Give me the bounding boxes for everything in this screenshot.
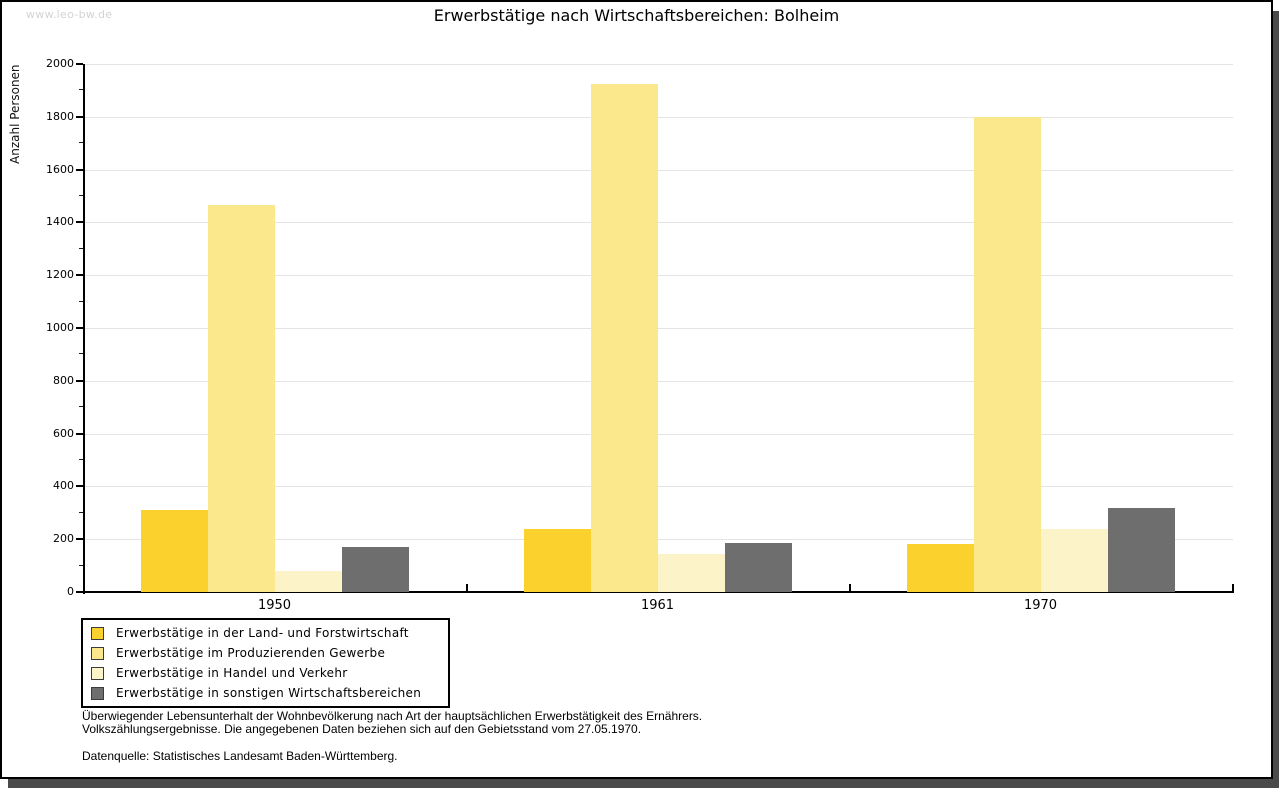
plot-area: Anzahl Personen 0 200 400 600 800 1000 1200 140… <box>2 2 1271 777</box>
legend: Erwerbstätige in der Land- und Forstwirt… <box>81 618 450 708</box>
y-axis-tick-1200 <box>76 274 83 277</box>
legend-label: Erwerbstätige in sonstigen Wirtschaftsbe… <box>116 686 422 700</box>
y-axis-tick-0 <box>76 591 83 593</box>
y-axis-tick-400 <box>76 485 83 488</box>
y-axis-minor-tick <box>79 89 83 91</box>
gridline-1600 <box>85 169 1233 171</box>
y-axis-tick-2000 <box>76 63 83 65</box>
legend-swatch-sonstige-wirtschaftsbereiche <box>91 686 104 700</box>
gridline-1400 <box>85 222 1233 224</box>
x-axis-label-1961: 1961 <box>640 598 675 613</box>
gridline-400 <box>85 486 1233 488</box>
x-axis-tick <box>466 584 468 593</box>
y-axis-tick-label: 2000 <box>46 57 74 70</box>
y-axis-minor-tick <box>79 353 83 355</box>
bar-1950-series3 <box>274 570 342 592</box>
legend-swatch-land-forstwirtschaft <box>91 626 104 640</box>
y-axis-tick-label: 1400 <box>46 215 74 229</box>
legend-label: Erwerbstätige in Handel und Verkehr <box>116 666 348 680</box>
y-axis-tick-200 <box>76 538 83 541</box>
legend-label: Erwerbstätige im Produzierenden Gewerbe <box>116 646 386 660</box>
y-axis-tick-label: 1600 <box>46 162 74 176</box>
legend-swatch-produzierendes-gewerbe <box>91 646 104 660</box>
y-axis-minor-tick <box>79 247 83 249</box>
y-axis-minor-tick <box>79 564 83 566</box>
legend-item: Erwerbstätige im Produzierenden Gewerbe <box>89 643 442 663</box>
y-axis-tick-label: 200 <box>53 532 74 546</box>
legend-item: Erwerbstätige in der Land- und Forstwirt… <box>89 623 442 643</box>
y-axis-tick-label: 400 <box>53 479 74 493</box>
footnote-line-2: Volkszählungsergebnisse. Die angegebenen… <box>82 722 642 736</box>
gridline-2000 <box>85 64 1233 65</box>
bar-1961-series2 <box>590 83 658 592</box>
watermark: www.leo-bw.de <box>26 8 113 21</box>
bar-1961-series1 <box>523 528 591 592</box>
y-axis-tick-label: 1200 <box>46 268 74 282</box>
gridline-600 <box>85 433 1233 435</box>
data-source-note: Datenquelle: Statistisches Landesamt Bad… <box>82 749 398 763</box>
y-axis-minor-tick <box>79 406 83 408</box>
legend-swatch-handel-verkehr <box>91 666 104 680</box>
y-axis-tick-label: 600 <box>53 426 74 440</box>
y-axis-tick-1400 <box>76 221 83 224</box>
y-axis-label: Anzahl Personen <box>8 64 22 164</box>
bar-1961-series4 <box>724 543 792 592</box>
bar-1950-series1 <box>140 510 208 592</box>
y-axis-minor-tick <box>79 300 83 302</box>
y-axis-minor-tick <box>79 459 83 460</box>
y-axis-minor-tick <box>79 511 83 513</box>
y-axis-tick-1000 <box>76 327 83 329</box>
bar-1970-series3 <box>1040 528 1108 592</box>
y-axis-tick-label: 800 <box>53 373 74 387</box>
legend-item: Erwerbstätige in Handel und Verkehr <box>89 663 442 683</box>
bar-1961-series3 <box>657 553 725 592</box>
bar-1970-series1 <box>906 544 974 592</box>
y-axis-tick-label: 0 <box>67 585 74 598</box>
bar-1970-series2 <box>973 116 1041 592</box>
legend-item: Erwerbstätige in sonstigen Wirtschaftsbe… <box>89 683 442 703</box>
y-axis-line <box>83 64 85 594</box>
bar-1950-series2 <box>207 205 275 592</box>
y-axis-tick-label: 1000 <box>46 321 74 334</box>
x-axis-line <box>83 591 1234 593</box>
footnote-line-1: Überwiegender Lebensunterhalt der Wohnbe… <box>82 709 703 723</box>
chart-frame: www.leo-bw.de Erwerbstätige nach Wirtsch… <box>0 0 1273 779</box>
gridline-1800 <box>85 116 1233 118</box>
y-axis-tick-800 <box>76 379 83 382</box>
gridline-200 <box>85 539 1233 541</box>
y-axis-tick-label: 1800 <box>46 109 74 123</box>
chart-title: Erwerbstätige nach Wirtschaftsbereichen:… <box>433 6 840 25</box>
x-axis-tick <box>1232 584 1234 593</box>
gridline-1000 <box>85 328 1233 329</box>
bar-1950-series4 <box>341 547 409 592</box>
gridline-800 <box>85 380 1233 382</box>
x-axis-tick <box>849 584 851 593</box>
y-axis-tick-1600 <box>76 168 83 171</box>
legend-label: Erwerbstätige in der Land- und Forstwirt… <box>116 626 409 640</box>
gridline-1200 <box>85 275 1233 277</box>
x-axis-label-1970: 1970 <box>1023 598 1058 613</box>
y-axis-tick-1800 <box>76 115 83 118</box>
x-axis-label-1950: 1950 <box>257 598 292 613</box>
y-axis-minor-tick <box>79 195 83 196</box>
y-axis-tick-600 <box>76 432 83 435</box>
y-axis-minor-tick <box>79 142 83 144</box>
bar-1970-series4 <box>1107 507 1175 592</box>
footnotes: Überwiegender Lebensunterhalt der Wohnbe… <box>82 710 702 763</box>
